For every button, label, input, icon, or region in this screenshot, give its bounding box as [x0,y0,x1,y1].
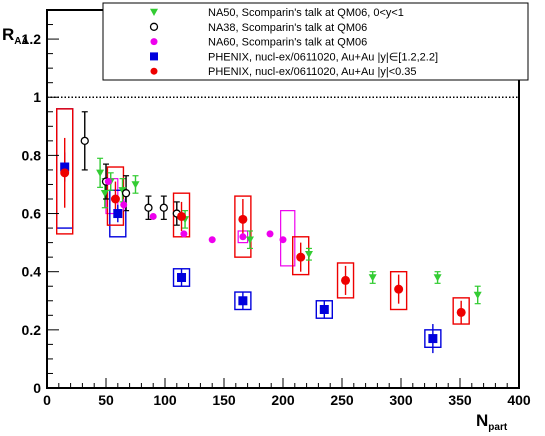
x-axis-title-sub: part [488,422,508,433]
data-point [144,203,153,212]
data-point [177,211,187,221]
data-point [131,181,140,189]
x-tick-label: 0 [43,392,51,408]
data-point [180,230,188,238]
data-point [341,275,351,285]
legend-label: NA60, Scomparin's talk at QM06 [208,37,367,49]
y-axis-title: RAA [2,25,29,47]
x-tick-label: 400 [507,392,531,408]
data-point [279,236,287,244]
data-point [239,233,247,241]
data-point [319,304,329,314]
data-point [159,203,168,212]
systematic-box [234,195,252,258]
data-point [238,214,248,224]
x-tick-label: 250 [330,392,354,408]
legend-label: NA50, Scomparin's talk at QM06, 0<y<1 [208,7,404,19]
legend-marker [150,8,158,16]
data-point [238,296,248,306]
legend: NA50, Scomparin's talk at QM06, 0<y<1 NA3… [102,2,529,81]
data-point [120,201,128,209]
legend-marker [150,67,158,75]
legend-marker [150,52,158,61]
y-tick-label: 1 [33,89,41,105]
x-axis-title-main: N [476,411,488,430]
y-tick-label: 0.8 [22,147,42,163]
y-tick-label: 0 [33,380,41,396]
legend-box [102,2,529,81]
legend-marker [149,22,159,31]
x-axis-title: Npart [476,411,508,433]
data-point [433,274,442,282]
systematic-box [109,189,127,238]
data-point [296,252,306,262]
systematic-box [389,270,408,311]
data-point [428,334,438,344]
legend-label: NA38, Scomparin's talk at QM06 [208,22,367,34]
y-tick-label: 1.2 [22,31,42,47]
y-tick-label: 0.2 [22,322,42,338]
y-axis-title-sub: AA [14,36,28,47]
data-point [394,284,404,294]
data-point [121,189,131,198]
legend-label: PHENIX, nucl-ex/0611020, Au+Au |y|∈[1.2,… [208,51,438,63]
y-axis-ticks: 0 0.2 0.4 0.6 0.8 1 1.2 [22,9,59,396]
data-point [100,189,109,198]
systematic-box [336,262,355,299]
y-tick-label: 0.4 [22,264,42,280]
data-point [149,212,157,220]
data-point [110,194,120,204]
data-point [104,178,112,186]
data-point [368,274,377,282]
x-tick-label: 100 [153,392,177,408]
data-point [456,307,466,317]
x-axis-ticks: 0 50 100 150 200 250 300 350 400 [43,378,531,408]
x-tick-label: 200 [271,392,295,408]
systematic-box [56,108,74,235]
data-point [118,187,127,195]
y-axis-title-main: R [2,25,14,44]
data-point [60,162,70,172]
legend-label: PHENIX, nucl-ex/0611020, Au+Au |y|<0.35 [208,66,417,78]
x-tick-label: 50 [98,392,114,408]
data-point [473,291,482,299]
x-tick-label: 150 [212,392,236,408]
y-tick-label: 0.6 [22,206,42,222]
data-point [266,230,274,238]
data-point [60,168,70,178]
data-point [177,273,187,283]
x-tick-label: 350 [448,392,472,408]
x-tick-label: 300 [389,392,413,408]
legend-marker [150,38,158,46]
data-point [113,209,123,219]
marker-layer [60,136,482,344]
data-point [208,236,216,244]
data-point [304,251,313,259]
data-point [80,136,89,145]
data-point [96,169,105,177]
data-point [245,236,254,244]
